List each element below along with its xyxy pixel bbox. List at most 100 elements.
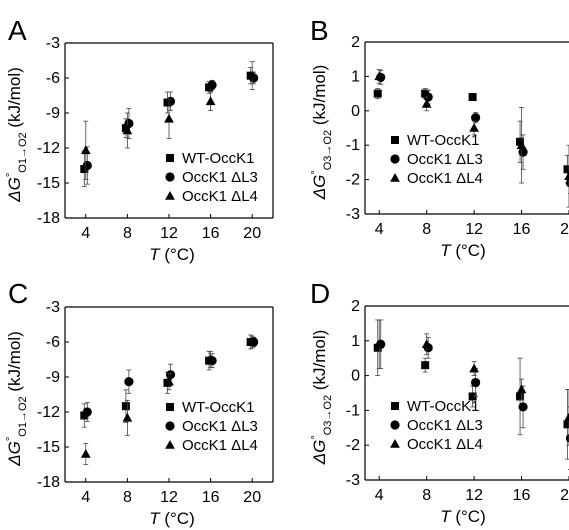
data-point: [469, 122, 479, 132]
x-tick-label: 4: [81, 489, 90, 506]
y-tick-label: 1: [351, 333, 360, 350]
legend-marker: [165, 172, 175, 182]
x-tick-label: 12: [465, 487, 483, 504]
data-point: [164, 113, 174, 123]
legend-label: OccK1 ΔL4: [407, 436, 483, 453]
x-tick-label: 12: [160, 489, 178, 506]
y-tick-label: 0: [351, 368, 360, 385]
x-axis-label: T (°C): [440, 241, 486, 260]
data-point: [165, 370, 176, 380]
y-tick-label: -18: [37, 474, 60, 491]
series-circle: [82, 71, 259, 185]
plot-frame: [364, 305, 569, 481]
plot-frame: [64, 42, 274, 219]
panel-letter: D: [310, 278, 330, 309]
series-triangle: [374, 69, 569, 208]
legend-label: WT-OccK1: [182, 399, 255, 416]
data-point: [247, 336, 258, 346]
legend: WT-OccK1 OccK1 ΔL3 OccK1 ΔL4: [165, 150, 258, 205]
data-point: [564, 412, 569, 422]
y-tick-label: 2: [351, 298, 360, 315]
legend-label: OccK1 ΔL4: [407, 170, 483, 187]
data-point: [565, 433, 569, 443]
y-axis-label: ΔG°O3→O2 (kJ/mol): [310, 65, 334, 201]
data-point: [373, 89, 382, 98]
legend-label: OccK1 ΔL4: [182, 437, 258, 454]
data-point: [516, 392, 525, 401]
x-tick-label: 8: [123, 225, 132, 242]
legend: WT-OccK1 OccK1 ΔL3 OccK1 ΔL4: [165, 399, 258, 454]
panel-letter: A: [8, 15, 27, 46]
data-point: [468, 392, 477, 401]
panel-d: D 2 1 0 -1 -2 -3 4 8 12 16 20 ΔG°O3→O2 (kJ/mol) T (°C…: [310, 278, 569, 526]
y-tick-label: -6: [46, 70, 60, 87]
x-tick-label: 20: [243, 489, 261, 506]
data-point: [374, 339, 385, 349]
error-bar: [566, 389, 569, 446]
data-point: [205, 354, 216, 364]
x-tick-label: 20: [560, 221, 569, 238]
panel-letter: C: [8, 278, 28, 309]
data-point: [247, 70, 258, 80]
panel-b: B 2 1 0 -1 -2 -3 4 8 12 16 20 ΔG°O3→O2 (kJ/mol) T (°C…: [310, 15, 569, 260]
data-point: [516, 137, 525, 146]
data-point: [468, 93, 477, 102]
x-tick-label: 4: [375, 487, 384, 504]
legend-marker: [390, 154, 400, 164]
data-point: [421, 339, 432, 349]
data-point: [82, 160, 92, 171]
x-tick-label: 8: [422, 221, 431, 238]
data-point: [164, 376, 174, 386]
legend-label: OccK1 ΔL3: [407, 417, 483, 434]
panel-letter: B: [310, 15, 329, 46]
x-tick-label: 16: [513, 221, 531, 238]
y-tick-label: -12: [37, 140, 60, 157]
data-point: [207, 80, 217, 90]
plot-frame: [64, 306, 274, 483]
data-point: [421, 98, 432, 108]
data-point: [421, 361, 430, 370]
x-axis-label: T (°C): [149, 509, 195, 528]
legend-marker: [166, 403, 174, 411]
data-point: [565, 178, 569, 188]
data-point: [165, 96, 176, 106]
x-tick-label: 16: [513, 487, 531, 504]
x-tick-label: 12: [465, 221, 483, 238]
data-point: [121, 124, 130, 133]
data-point: [80, 145, 91, 155]
legend-marker: [391, 136, 399, 144]
y-tick-label: -18: [37, 210, 60, 227]
legend: WT-OccK1 OccK1 ΔL3 OccK1 ΔL4: [390, 132, 483, 187]
legend-marker: [165, 421, 175, 431]
y-tick-label: -2: [346, 172, 360, 189]
data-point: [518, 147, 528, 157]
x-tick-label: 8: [123, 489, 132, 506]
legend-marker: [390, 438, 400, 448]
data-point: [471, 377, 481, 388]
legend-marker: [390, 172, 400, 182]
y-tick-label: -3: [346, 472, 360, 489]
series-square: [373, 319, 569, 460]
legend: WT-OccK1 OccK1 ΔL3 OccK1 ΔL4: [390, 398, 483, 453]
data-point: [516, 140, 527, 149]
plot-frame: [364, 41, 569, 215]
y-axis-label: ΔG°O1→O2 (kJ/mol): [5, 67, 29, 203]
legend-marker: [166, 154, 174, 162]
y-tick-label: -3: [46, 299, 60, 316]
series-triangle: [374, 319, 569, 446]
series-triangle: [80, 335, 258, 465]
y-tick-label: -15: [37, 439, 60, 456]
data-point: [563, 165, 569, 174]
data-point: [471, 113, 481, 123]
y-tick-label: -3: [46, 35, 60, 52]
x-tick-label: 16: [202, 225, 220, 242]
data-point: [82, 407, 92, 417]
data-point: [124, 377, 134, 387]
x-axis-label: T (°C): [440, 507, 486, 526]
y-tick-label: 2: [351, 34, 360, 51]
y-tick-label: -9: [46, 369, 60, 386]
legend-label: OccK1 ΔL4: [182, 188, 258, 205]
x-tick-label: 20: [560, 487, 569, 504]
y-tick-label: -3: [346, 206, 360, 223]
data-point: [80, 448, 91, 458]
